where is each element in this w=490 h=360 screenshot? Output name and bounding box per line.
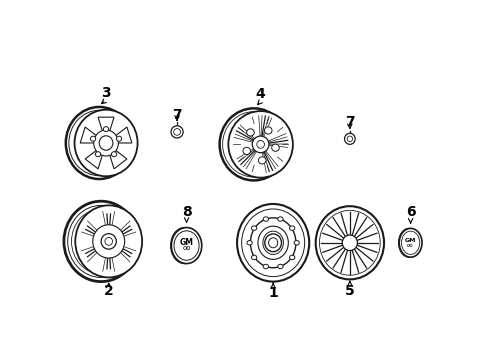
Ellipse shape [251,226,257,230]
Text: GM: GM [405,238,416,243]
Ellipse shape [398,228,419,257]
Text: oo: oo [407,243,414,248]
Ellipse shape [90,136,96,141]
Ellipse shape [75,205,142,278]
Ellipse shape [228,111,293,177]
Ellipse shape [294,240,299,245]
Ellipse shape [271,144,279,151]
Text: GM: GM [179,238,194,247]
Text: 2: 2 [104,284,114,298]
Ellipse shape [250,218,296,268]
Ellipse shape [72,209,131,274]
Ellipse shape [290,255,295,260]
Text: 7: 7 [345,115,355,129]
Ellipse shape [117,136,122,141]
Ellipse shape [237,204,309,282]
Text: 6: 6 [406,205,416,219]
Ellipse shape [220,108,288,180]
Text: 5: 5 [345,284,355,298]
Ellipse shape [243,147,250,154]
Ellipse shape [258,226,288,260]
Ellipse shape [103,127,109,132]
Polygon shape [80,127,99,143]
Ellipse shape [401,231,420,255]
Ellipse shape [278,217,283,221]
Text: 4: 4 [256,87,266,102]
Ellipse shape [242,209,305,276]
Ellipse shape [69,110,129,176]
Text: 1: 1 [269,286,278,300]
Ellipse shape [64,201,138,282]
Ellipse shape [246,129,254,136]
Ellipse shape [171,228,198,264]
Ellipse shape [263,231,283,255]
Ellipse shape [222,112,285,177]
Polygon shape [85,148,103,169]
Ellipse shape [111,152,117,157]
Polygon shape [98,117,114,135]
Ellipse shape [101,234,116,249]
Ellipse shape [68,205,135,278]
Ellipse shape [74,110,138,176]
Ellipse shape [263,264,269,269]
Ellipse shape [93,225,124,258]
Ellipse shape [247,240,252,245]
Ellipse shape [399,228,422,257]
Text: 7: 7 [172,108,182,122]
Ellipse shape [258,157,266,164]
Ellipse shape [290,226,295,230]
Ellipse shape [265,234,282,252]
Text: 8: 8 [182,205,192,219]
Ellipse shape [96,152,100,157]
Ellipse shape [265,127,272,134]
Polygon shape [113,127,132,143]
Ellipse shape [342,235,358,251]
Text: oo: oo [182,245,191,251]
Ellipse shape [269,238,278,248]
Ellipse shape [66,107,133,179]
Polygon shape [109,148,127,169]
Text: 3: 3 [101,86,111,100]
Ellipse shape [319,210,380,275]
Ellipse shape [257,140,265,148]
Ellipse shape [252,136,269,153]
Ellipse shape [173,129,180,135]
Ellipse shape [344,133,355,144]
Ellipse shape [251,255,257,260]
Ellipse shape [105,238,113,245]
Ellipse shape [278,264,283,269]
Ellipse shape [172,228,202,264]
Ellipse shape [174,231,199,260]
Ellipse shape [94,130,119,156]
Ellipse shape [316,206,384,279]
Ellipse shape [263,217,269,221]
Ellipse shape [99,136,113,150]
Ellipse shape [171,126,183,138]
Ellipse shape [347,136,352,141]
